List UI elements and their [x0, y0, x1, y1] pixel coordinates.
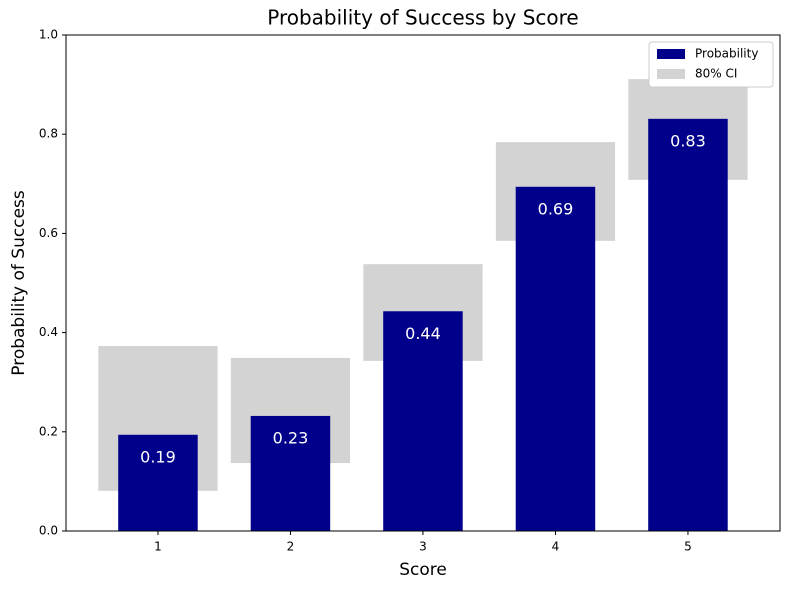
bar [118, 434, 198, 531]
legend-swatch [657, 49, 685, 59]
x-axis-label: Score [399, 560, 447, 580]
x-tick-label: 5 [684, 540, 692, 554]
chart-title: Probability of Success by Score [267, 6, 578, 30]
y-tick-label: 0.0 [39, 524, 58, 538]
data-label: 0.83 [670, 131, 706, 150]
bar [648, 118, 728, 531]
y-tick-label: 0.6 [39, 226, 58, 240]
data-label: 0.19 [140, 447, 176, 466]
y-tick-label: 0.8 [39, 127, 58, 141]
x-tick-label: 3 [419, 540, 427, 554]
x-tick-label: 1 [154, 540, 162, 554]
data-label: 0.23 [273, 428, 309, 447]
bar [250, 415, 331, 531]
y-tick-label: 1.0 [39, 28, 58, 42]
legend-swatch [657, 69, 685, 79]
y-tick-label: 0.2 [39, 424, 58, 438]
y-tick-label: 0.4 [39, 325, 58, 339]
legend-label: 80% CI [695, 67, 737, 81]
y-axis-label: Probability of Success [9, 190, 29, 376]
data-label: 0.44 [405, 324, 441, 343]
x-tick-label: 2 [287, 540, 295, 554]
bar [515, 186, 596, 531]
x-tick-label: 4 [552, 540, 560, 554]
bar [383, 311, 463, 531]
data-label: 0.69 [538, 199, 574, 218]
legend-label: Probability [695, 47, 758, 61]
